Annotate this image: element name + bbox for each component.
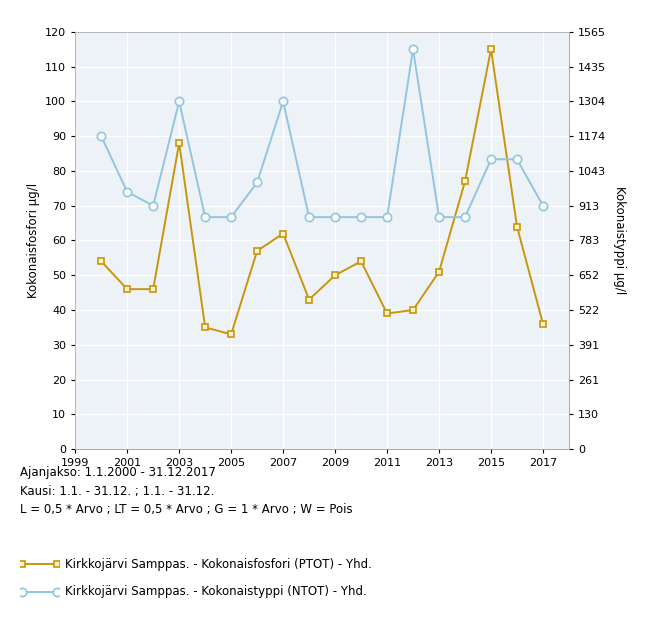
Text: Kirkkojärvi Samppas. - Kokonaisfosfori (PTOT) - Yhd.: Kirkkojärvi Samppas. - Kokonaisfosfori (… — [65, 558, 372, 571]
Y-axis label: Kokonaisfosfori μg/l: Kokonaisfosfori μg/l — [27, 183, 39, 298]
Y-axis label: Kokonaistyppi μg/l: Kokonaistyppi μg/l — [613, 187, 626, 294]
Text: Kirkkojärvi Samppas. - Kokonaistyppi (NTOT) - Yhd.: Kirkkojärvi Samppas. - Kokonaistyppi (NT… — [65, 585, 367, 598]
Text: Ajanjakso: 1.1.2000 - 31.12.2017
Kausi: 1.1. - 31.12. ; 1.1. - 31.12.
L = 0,5 * : Ajanjakso: 1.1.2000 - 31.12.2017 Kausi: … — [20, 466, 353, 516]
